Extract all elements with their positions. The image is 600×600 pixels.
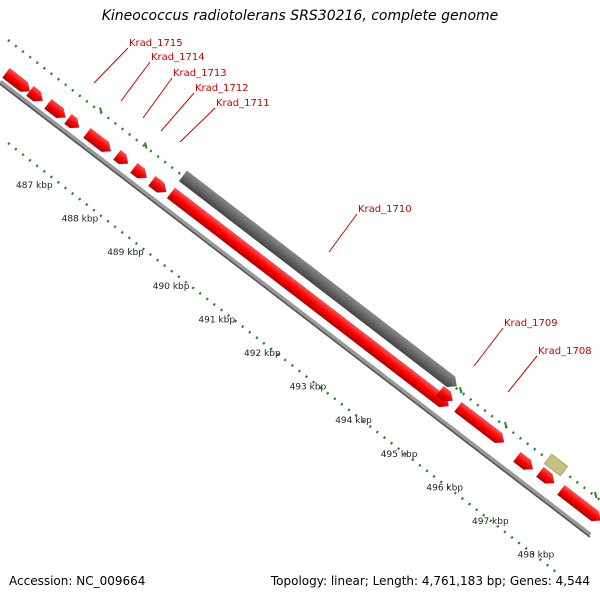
lower-dotted-guide: [7, 142, 561, 576]
scale-label: 495 kbp: [381, 450, 418, 460]
gene-label-krad-1709[interactable]: Krad_1709: [504, 318, 558, 329]
gene-arrow[interactable]: [25, 85, 46, 105]
gene-arrow[interactable]: [435, 385, 456, 405]
scale-tick: [99, 107, 103, 114]
sequence-backbone: [0, 80, 592, 537]
gene-arrow[interactable]: [1, 67, 33, 96]
callout-line: [93, 47, 129, 84]
gene-label-krad-1714[interactable]: Krad_1714: [151, 52, 205, 63]
misc-feature-box[interactable]: [543, 453, 569, 477]
gene-arrow[interactable]: [535, 466, 558, 487]
accession-text: Accession: NC_009664: [9, 574, 146, 588]
scale-tick: [594, 491, 598, 499]
gene-arrow[interactable]: [556, 484, 600, 525]
gene-arrow[interactable]: [43, 98, 69, 122]
scale-label: 489 kbp: [107, 248, 144, 258]
gene-arrow[interactable]: [129, 162, 150, 182]
scale-label: 490 kbp: [153, 282, 190, 292]
gene-arrow[interactable]: [512, 451, 536, 474]
scale-labels: 487 kbp 488 kbp 489 kbp 490 kbp 491 kbp 492 k…: [16, 181, 555, 561]
gene-callouts[interactable]: Krad_1715 Krad_1714 Krad_1713 Krad_1712 Krad…: [93, 38, 592, 393]
scale-label: 492 kbp: [244, 349, 281, 359]
scale-tick: [144, 142, 148, 149]
scale-label: 491 kbp: [198, 315, 235, 325]
callout-line: [120, 61, 151, 102]
callout-line: [160, 92, 195, 132]
gene-arrow[interactable]: [112, 149, 131, 168]
genome-stats-text: Topology: linear; Length: 4,761,183 bp; …: [270, 574, 590, 588]
gene-features[interactable]: [1, 67, 600, 525]
gene-arrow[interactable]: [453, 401, 507, 447]
genome-title: Kineococcus radiotolerans SRS30216, comp…: [101, 8, 499, 24]
gene-arrow[interactable]: [63, 113, 82, 132]
gene-label-krad-1711[interactable]: Krad_1711: [216, 98, 270, 109]
scale-label: 487 kbp: [16, 181, 53, 191]
scale-label: 493 kbp: [290, 383, 327, 393]
callout-line: [328, 213, 358, 253]
scale-tick: [504, 421, 508, 429]
callout-line: [142, 77, 173, 119]
gene-label-krad-1715[interactable]: Krad_1715: [129, 38, 183, 49]
gene-label-krad-1710[interactable]: Krad_1710: [358, 204, 412, 215]
scale-label: 494 kbp: [335, 416, 372, 426]
gene-arrow[interactable]: [166, 187, 453, 411]
callout-line: [179, 107, 216, 143]
gene-arrow[interactable]: [147, 175, 170, 196]
callout-line: [507, 355, 538, 393]
gene-label-krad-1712[interactable]: Krad_1712: [195, 83, 249, 94]
krad-1710-feature[interactable]: [178, 170, 461, 391]
scale-tick: [459, 386, 463, 394]
scale-label: 496 kbp: [426, 483, 463, 493]
scale-label: 498 kbp: [518, 551, 555, 561]
gene-label-krad-1708[interactable]: Krad_1708: [538, 346, 592, 357]
scale-label: 497 kbp: [472, 517, 509, 527]
sequence-backbone-shadow: [0, 83, 591, 538]
callout-line: [473, 327, 504, 367]
gene-label-krad-1713[interactable]: Krad_1713: [173, 68, 227, 79]
scale-label: 488 kbp: [62, 215, 99, 225]
gene-arrow[interactable]: [82, 127, 114, 156]
